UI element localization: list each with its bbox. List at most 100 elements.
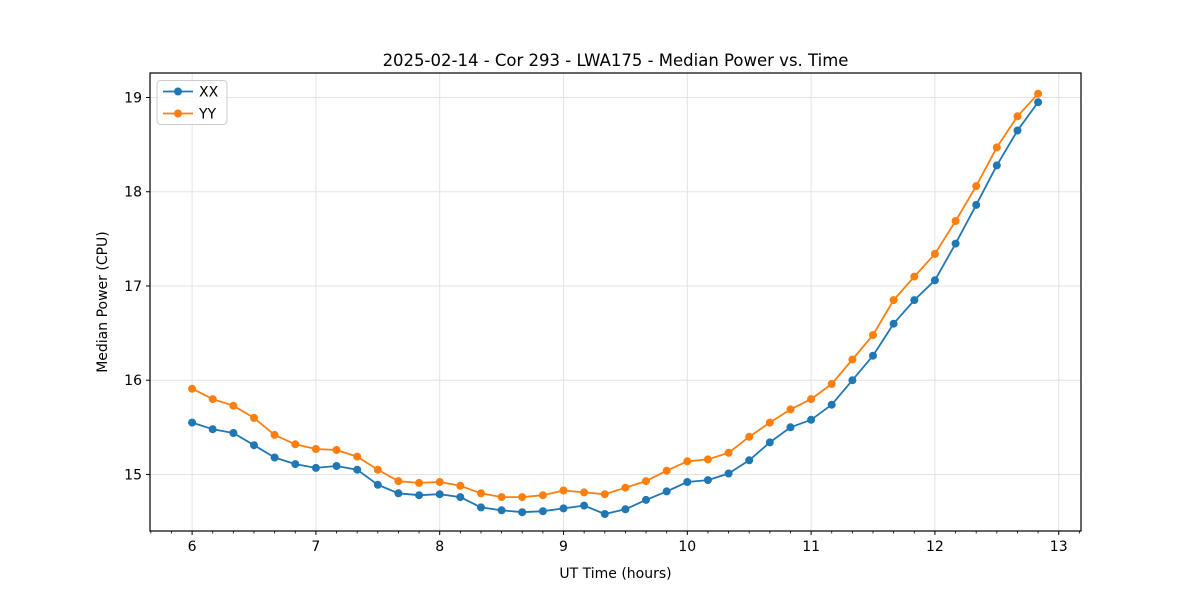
- series-layer: [188, 89, 1043, 518]
- series-YY-marker: [580, 488, 589, 497]
- series-YY-marker: [538, 491, 547, 500]
- series-YY-marker: [373, 465, 382, 474]
- series-YY-marker: [291, 440, 300, 449]
- series-XX-marker: [580, 501, 589, 510]
- legend-marker-YY: [174, 109, 182, 118]
- series-XX-marker: [291, 460, 300, 469]
- series-YY-marker: [600, 490, 609, 499]
- series-YY-marker: [435, 478, 444, 486]
- gridlines: [150, 73, 1081, 531]
- series-XX-marker: [951, 239, 960, 248]
- series-YY-marker: [807, 395, 816, 404]
- series-XX-marker: [415, 491, 424, 500]
- chart-title: 2025-02-14 - Cor 293 - LWA175 - Median P…: [383, 51, 849, 70]
- series-YY: [188, 89, 1043, 502]
- series-XX-marker: [910, 296, 919, 305]
- x-tick-label-12: 12: [926, 539, 944, 555]
- series-YY-marker: [745, 432, 754, 441]
- series-XX-marker: [435, 490, 444, 499]
- series-YY-marker: [972, 182, 981, 191]
- series-XX-marker: [559, 504, 568, 513]
- series-XX-marker: [188, 418, 197, 427]
- series-XX-marker: [600, 510, 609, 518]
- series-YY-marker: [415, 478, 424, 487]
- series-XX-marker: [807, 415, 816, 424]
- series-YY-marker: [497, 493, 506, 502]
- series-XX-marker: [662, 487, 671, 496]
- y-tick-label-17: 17: [124, 279, 142, 295]
- series-XX-marker: [229, 429, 238, 437]
- series-XX-marker: [745, 456, 754, 465]
- series-YY-marker: [394, 477, 403, 486]
- series-YY-marker: [270, 430, 279, 439]
- series-YY-line: [191, 93, 1039, 499]
- y-tick-label-19: 19: [124, 91, 142, 107]
- legend: XX YY: [156, 80, 228, 125]
- series-YY-marker: [188, 384, 197, 393]
- series-YY-marker: [703, 455, 712, 464]
- series-YY-marker: [724, 448, 733, 457]
- series-XX-marker: [538, 507, 547, 516]
- axis-ticks: 6 7 8 9 10 11 12 13 15 16 17 18 19: [124, 91, 1080, 555]
- legend-label-XX: XX: [199, 85, 219, 101]
- series-YY-marker: [683, 457, 692, 466]
- y-tick-label-16: 16: [124, 373, 142, 389]
- series-XX-marker: [332, 462, 341, 470]
- series-YY-marker: [250, 413, 258, 422]
- series-XX-marker: [930, 276, 939, 285]
- series-XX-marker: [353, 465, 362, 474]
- series-YY-marker: [786, 405, 795, 414]
- series-YY-marker: [518, 493, 527, 502]
- legend-marker-XX: [174, 87, 182, 96]
- series-XX-marker: [311, 463, 320, 472]
- series-XX-marker: [497, 506, 506, 515]
- series-XX-marker: [642, 495, 650, 504]
- series-YY-marker: [765, 418, 774, 427]
- series-XX-marker: [724, 469, 733, 478]
- series-YY-marker: [951, 217, 960, 225]
- series-YY-marker: [642, 477, 650, 486]
- series-XX-marker: [208, 425, 217, 434]
- plot-border: [149, 72, 1082, 532]
- series-YY-marker: [848, 355, 857, 364]
- series-YY-marker: [353, 452, 362, 461]
- series-YY-marker: [208, 395, 217, 404]
- y-axis-label: Median Power (CPU): [95, 231, 111, 373]
- series-YY-marker: [311, 445, 320, 453]
- series-XX-marker: [889, 319, 898, 328]
- series-XX-marker: [518, 508, 527, 517]
- series-YY-marker: [1013, 112, 1022, 121]
- series-YY-marker: [827, 380, 836, 388]
- x-tick-label-10: 10: [678, 539, 696, 555]
- series-YY-marker: [477, 489, 485, 498]
- series-XX: [188, 98, 1043, 518]
- series-YY-marker: [889, 296, 898, 305]
- series-XX-marker: [827, 400, 836, 409]
- series-XX-marker: [992, 161, 1001, 170]
- y-tick-label-18: 18: [124, 185, 142, 201]
- series-XX-marker: [373, 480, 382, 489]
- series-XX-marker: [683, 478, 692, 486]
- y-tick-label-15: 15: [124, 467, 142, 483]
- series-YY-marker: [1034, 89, 1043, 98]
- x-tick-label-6: 6: [188, 539, 197, 555]
- series-XX-marker: [1013, 126, 1022, 135]
- series-XX-marker: [703, 476, 712, 485]
- series-YY-marker: [869, 331, 877, 339]
- x-tick-label-7: 7: [311, 539, 320, 555]
- x-tick-label-8: 8: [435, 539, 444, 555]
- series-XX-marker: [394, 489, 403, 498]
- series-XX-line: [191, 101, 1039, 515]
- series-XX-marker: [869, 351, 877, 360]
- series-YY-marker: [559, 486, 568, 495]
- series-XX-marker: [848, 376, 857, 385]
- series-YY-marker: [910, 272, 919, 281]
- series-XX-marker: [270, 453, 279, 462]
- series-YY-marker: [930, 249, 939, 258]
- x-tick-label-13: 13: [1050, 539, 1068, 555]
- series-XX-marker: [972, 200, 981, 209]
- series-XX-marker: [765, 438, 774, 447]
- x-tick-label-11: 11: [802, 539, 820, 555]
